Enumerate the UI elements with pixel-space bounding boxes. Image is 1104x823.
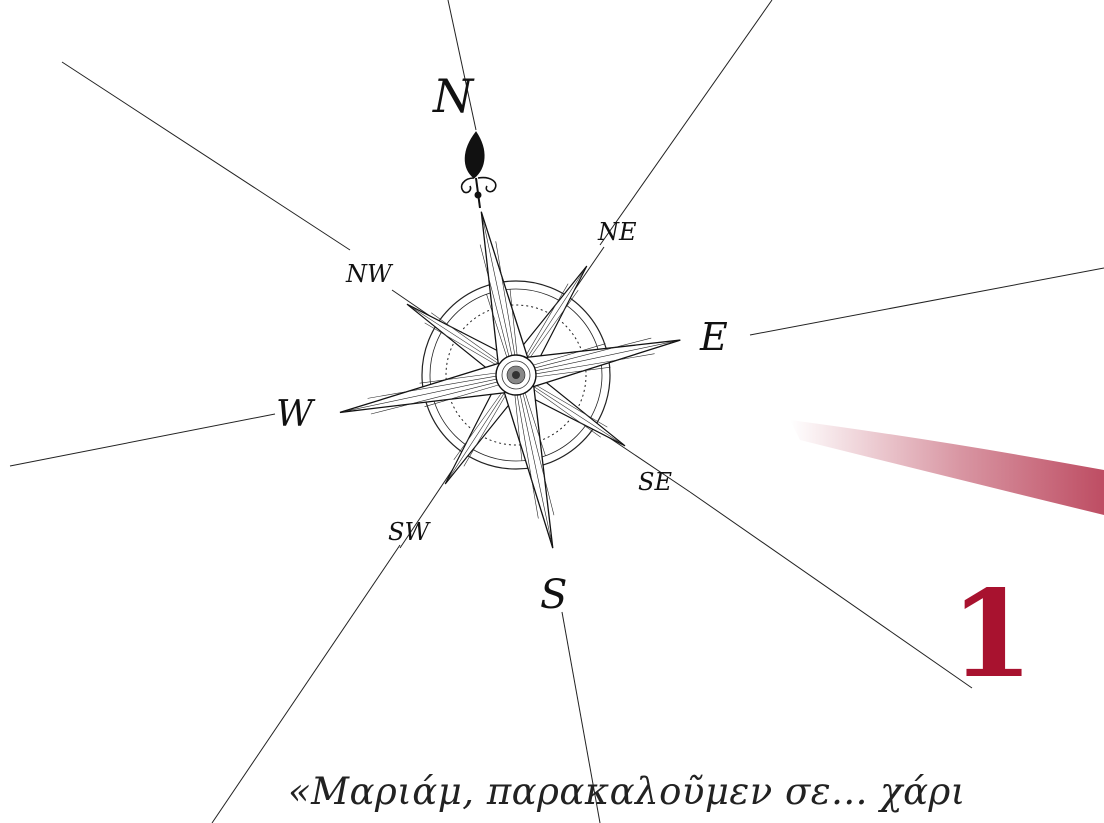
ray-northeast bbox=[599, 0, 773, 246]
ray-west bbox=[9, 413, 276, 467]
ray-south bbox=[561, 611, 601, 823]
fleur-de-lis-icon bbox=[460, 131, 497, 209]
ray-southeast bbox=[689, 491, 973, 689]
ray-east bbox=[749, 267, 1104, 336]
label-northeast: NE bbox=[597, 218, 637, 246]
chapter-number: 1 bbox=[950, 564, 1034, 705]
label-north: N bbox=[432, 69, 475, 123]
compass-rings bbox=[421, 280, 611, 470]
ray-northwest bbox=[61, 61, 351, 251]
epigraph-quote: «Μαριάμ, παρακαλοῦμεν σε... χάρι bbox=[288, 770, 966, 813]
compass-star bbox=[339, 211, 681, 549]
label-west: W bbox=[276, 394, 316, 435]
compass-hub bbox=[495, 354, 537, 396]
label-southwest: SW bbox=[388, 518, 431, 546]
label-east: E bbox=[699, 315, 728, 359]
label-northwest: NW bbox=[345, 260, 394, 288]
label-south: S bbox=[540, 572, 567, 618]
label-southeast: SE bbox=[638, 468, 672, 496]
ray-southwest bbox=[211, 544, 401, 823]
ray-north bbox=[447, 0, 477, 131]
ribbon-swoosh bbox=[790, 420, 1104, 515]
